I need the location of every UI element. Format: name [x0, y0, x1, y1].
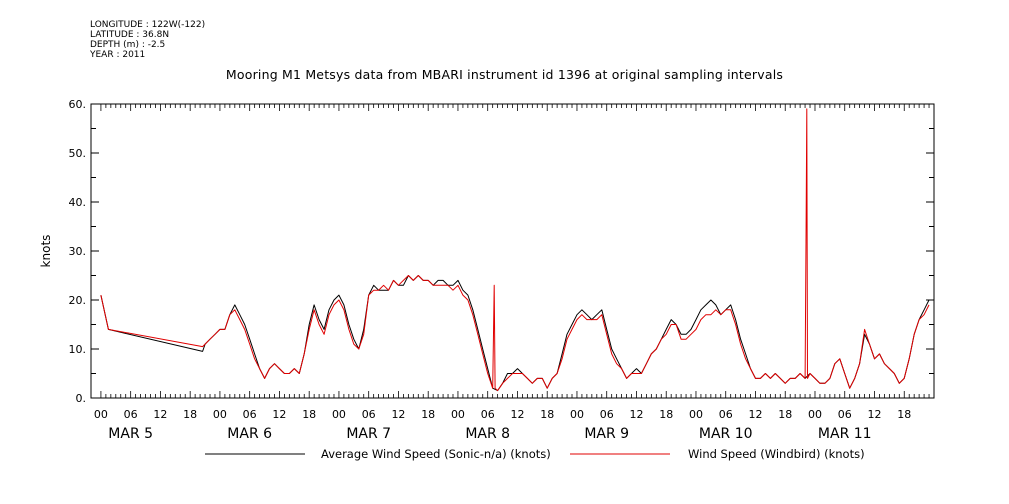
x-tick-label: 18 — [540, 408, 554, 421]
x-tick-label: 18 — [183, 408, 197, 421]
day-label: MAR 9 — [584, 426, 629, 442]
latitude-text: LATITUDE : 36.8N — [90, 30, 170, 40]
x-tick-label: 12 — [867, 408, 881, 421]
x-tick-label: 06 — [243, 408, 257, 421]
day-label: MAR 6 — [227, 426, 272, 442]
x-tick-label: 00 — [808, 408, 822, 421]
y-tick-label: 60. — [69, 98, 87, 111]
x-tick-label: 12 — [629, 408, 643, 421]
day-label: MAR 10 — [699, 426, 753, 442]
x-tick-label: 06 — [719, 408, 733, 421]
y-tick-label: 10. — [69, 343, 87, 356]
x-tick-label: 00 — [94, 408, 108, 421]
x-axis: 00 06 12 18 00 06 12 18 00 06 12 18 00 06 12 18 00 06 12 18… — [94, 104, 930, 442]
metadata-block: LONGITUDE : 122W(-122) LATITUDE : 36.8N … — [90, 20, 205, 60]
x-tick-label: 06 — [481, 408, 495, 421]
y-axis: 0. 10. 20. 30. 40. 50. 60. — [69, 98, 934, 405]
day-label: MAR 5 — [108, 426, 153, 442]
x-tick-label: 06 — [600, 408, 614, 421]
y-tick-label: 20. — [69, 294, 87, 307]
legend: Average Wind Speed (Sonic-n/a) (knots) W… — [205, 447, 865, 461]
x-tick-label: 18 — [778, 408, 792, 421]
day-label: MAR 11 — [818, 426, 872, 442]
x-tick-label: 12 — [748, 408, 762, 421]
x-tick-label: 06 — [124, 408, 138, 421]
x-tick-label: 06 — [838, 408, 852, 421]
x-tick-label: 00 — [689, 408, 703, 421]
y-axis-label: knots — [39, 235, 53, 268]
x-tick-label: 18 — [897, 408, 911, 421]
x-tick-label: 18 — [421, 408, 435, 421]
legend-label-windbird: Wind Speed (Windbird) (knots) — [688, 447, 865, 461]
x-tick-label: 00 — [570, 408, 584, 421]
y-tick-label: 50. — [69, 147, 87, 160]
day-label: MAR 8 — [465, 426, 510, 442]
day-label: MAR 7 — [346, 426, 391, 442]
series-lines — [100, 108, 930, 392]
y-tick-label: 0. — [76, 392, 87, 405]
x-tick-label: 12 — [391, 408, 405, 421]
y-tick-label: 30. — [69, 245, 87, 258]
x-tick-label: 06 — [362, 408, 376, 421]
x-tick-label: 00 — [451, 408, 465, 421]
series-line-average-wind — [100, 275, 930, 392]
longitude-text: LONGITUDE : 122W(-122) — [90, 20, 206, 30]
chart-title: Mooring M1 Metsys data from MBARI instru… — [225, 67, 784, 82]
series-line-windbird — [100, 108, 930, 392]
x-tick-label: 00 — [213, 408, 227, 421]
x-tick-label: 12 — [510, 408, 524, 421]
legend-label-average: Average Wind Speed (Sonic-n/a) (knots) — [321, 447, 551, 461]
x-tick-label: 00 — [332, 408, 346, 421]
x-tick-label: 12 — [272, 408, 286, 421]
x-tick-label: 12 — [153, 408, 167, 421]
x-tick-label: 18 — [659, 408, 673, 421]
year-text: YEAR : 2011 — [90, 50, 146, 60]
y-tick-label: 40. — [69, 196, 87, 209]
depth-text: DEPTH (m) : -2.5 — [90, 40, 166, 50]
x-tick-label: 18 — [302, 408, 316, 421]
